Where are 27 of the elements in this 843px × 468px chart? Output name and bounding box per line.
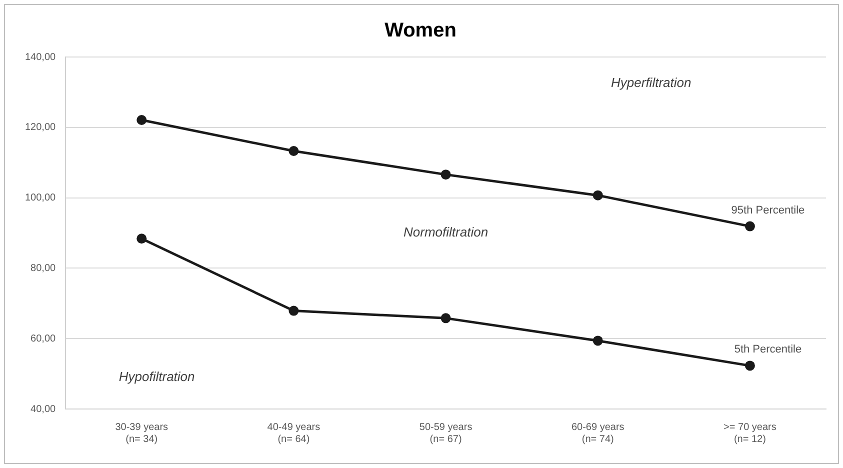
x-tick-label: 40-49 years (n= 64) [267,422,320,445]
point [440,170,451,180]
x-tick-label: 60-69 years (n= 74) [571,422,624,445]
x-tick-label: 50-59 years (n= 67) [419,422,472,445]
y-tick-label: 60,00 [30,333,56,344]
y-tick-label: 120,00 [24,122,56,134]
point [744,221,755,232]
x-tick-label: 30-39 years (n= 34) [115,422,168,445]
y-tick-label: 100,00 [24,192,56,204]
x-tick-label: >= 70 years (n= 12) [724,422,776,445]
y-tick-label: 80,00 [30,262,56,274]
annotation: Normofiltration [404,224,488,240]
series-label: 95th Percentile [731,204,805,216]
point [744,360,755,371]
point [288,146,299,156]
y-tick-label: 140,00 [24,52,56,63]
point [592,336,603,346]
point [288,306,299,316]
point [440,313,451,324]
series-label: 5th Percentile [734,344,802,356]
y-tick-label: 40,00 [30,404,56,415]
point [136,234,147,244]
annotation: Hyperfiltration [611,75,692,90]
chart-title: Women [384,20,456,42]
point [592,190,603,200]
annotation: Hypofiltration [118,368,195,384]
point [136,115,147,126]
